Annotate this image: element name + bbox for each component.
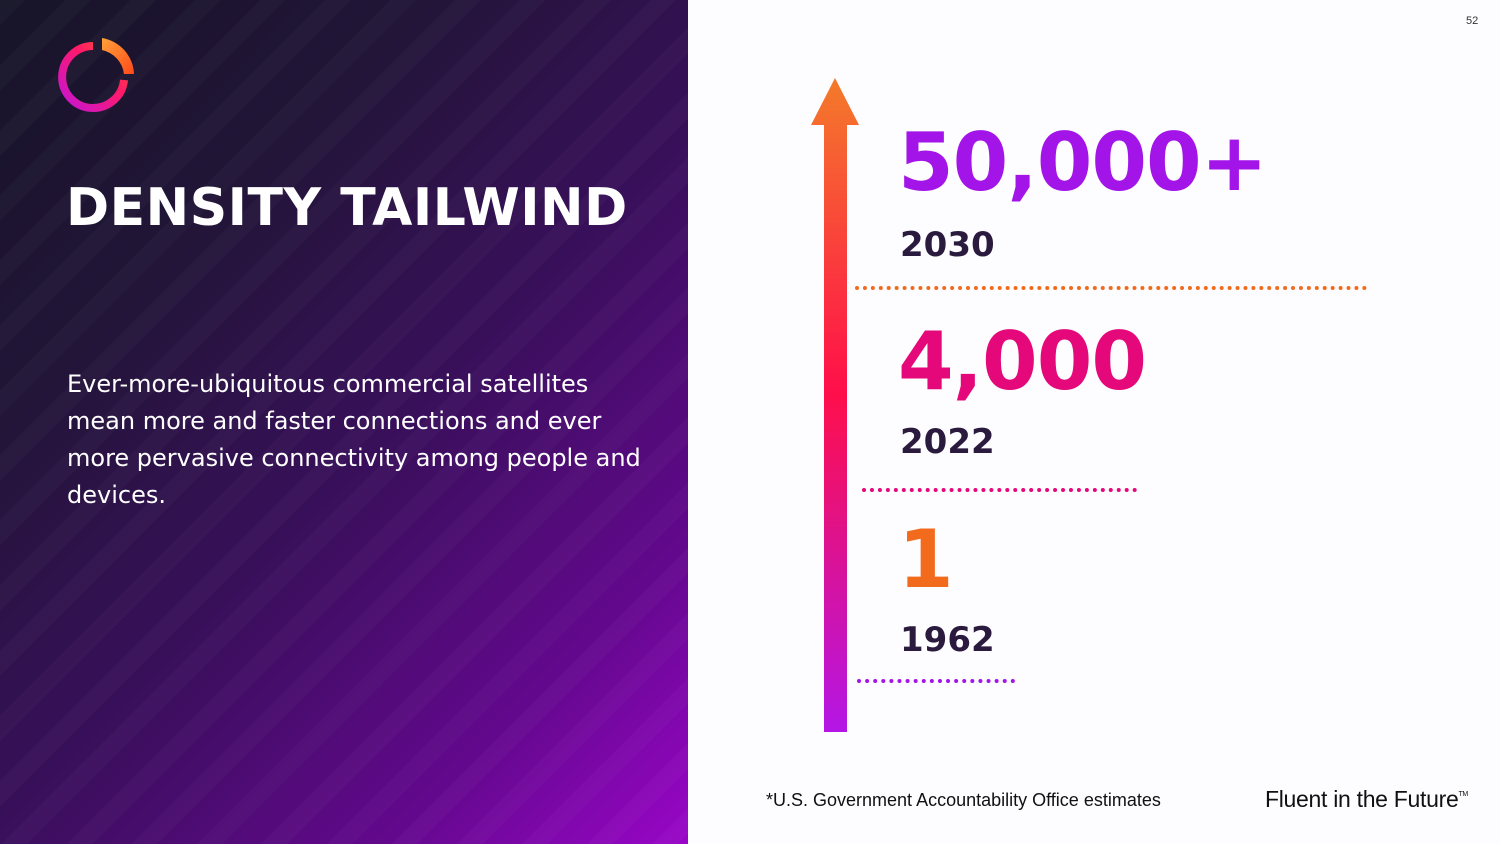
slide-body-text: Ever-more-ubiquitous commercial satellit… [67, 370, 641, 509]
stat-value-1962: 1 [898, 513, 954, 606]
brand-wordmark: Fluent in the FutureTM [1265, 786, 1468, 813]
slide-title: DENSITY TAILWIND [66, 178, 628, 238]
trademark-mark: TM [1458, 791, 1468, 798]
stat-year-2022: 2022 [900, 422, 995, 462]
page-number: 52 [1466, 15, 1479, 27]
brand-text: Fluent in the Future [1265, 786, 1459, 812]
up-arrow-icon [811, 78, 859, 732]
background-stripes [0, 0, 688, 844]
divider-dotted-purple [857, 679, 1015, 683]
ring-logo-icon [58, 38, 134, 112]
stat-value-2030: 50,000+ [898, 116, 1268, 209]
title-panel: DENSITY TAILWIND Ever-more-ubiquitous co… [0, 0, 688, 844]
stat-value-2022: 4,000 [898, 315, 1147, 408]
divider-dotted-pink [862, 488, 1137, 492]
source-footnote: *U.S. Government Accountability Office e… [766, 790, 1161, 810]
stat-year-2030: 2030 [900, 225, 995, 265]
stat-year-1962: 1962 [900, 620, 995, 660]
divider-dotted-orange [855, 286, 1367, 290]
